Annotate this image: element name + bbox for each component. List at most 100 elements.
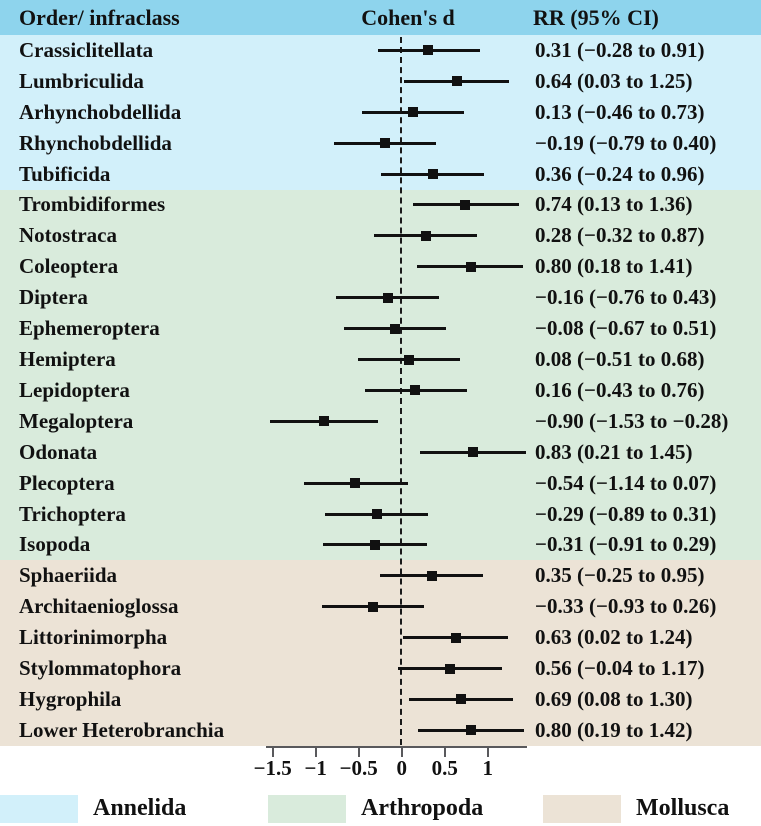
- point-marker: [444, 663, 455, 674]
- rr-value: −0.33 (−0.93 to 0.26): [535, 594, 717, 619]
- rr-value: −0.16 (−0.76 to 0.43): [535, 285, 717, 310]
- table-row: Tubificida 0.36 (−0.24 to 0.96): [0, 158, 761, 190]
- table-row: Crassiclitellata 0.31 (−0.28 to 0.91): [0, 35, 761, 66]
- row-label: Crassiclitellata: [19, 37, 154, 62]
- rr-value: 0.69 (0.08 to 1.30): [535, 686, 693, 711]
- row-label: Isopoda: [19, 532, 91, 557]
- rr-value: 0.56 (−0.04 to 1.17): [535, 656, 705, 681]
- rr-value: 0.36 (−0.24 to 0.96): [535, 161, 705, 186]
- row-label: Hemiptera: [19, 347, 116, 372]
- table-row: Hemiptera 0.08 (−0.51 to 0.68): [0, 344, 761, 375]
- table-row: Isopoda −0.31 (−0.91 to 0.29): [0, 529, 761, 561]
- rr-value: 0.64 (0.03 to 1.25): [535, 68, 693, 93]
- rr-value: 0.08 (−0.51 to 0.68): [535, 347, 705, 372]
- legend-color-swatch: [268, 794, 346, 823]
- rr-value: −0.08 (−0.67 to 0.51): [535, 316, 717, 341]
- rr-value: 0.83 (0.21 to 1.45): [535, 439, 693, 464]
- legend: Annelida Arthropoda Mollusca: [0, 794, 761, 823]
- axis-tick-mark: [314, 748, 317, 757]
- table-row: Hygrophila 0.69 (0.08 to 1.30): [0, 684, 761, 715]
- table-row: Odonata 0.83 (0.21 to 1.45): [0, 436, 761, 468]
- axis-tick-label: 1: [482, 756, 493, 780]
- rr-value: 0.31 (−0.28 to 0.91): [535, 37, 705, 62]
- header-row: Order/ infraclass Cohen's d RR (95% CI): [0, 0, 761, 35]
- legend-label: Mollusca: [636, 795, 730, 821]
- row-label: Lepidoptera: [19, 377, 130, 402]
- row-label: Hygrophila: [19, 686, 122, 711]
- table-row: Rhynchobdellida −0.19 (−0.79 to 0.40): [0, 127, 761, 159]
- row-label: Plecoptera: [19, 470, 115, 495]
- table-row: Lumbriculida 0.64 (0.03 to 1.25): [0, 65, 761, 97]
- point-marker: [370, 539, 381, 550]
- axis-tick-label: −0.5: [339, 756, 378, 780]
- point-marker: [368, 601, 379, 612]
- row-label: Tubificida: [19, 161, 111, 186]
- point-marker: [456, 694, 467, 705]
- rr-value: 0.16 (−0.43 to 0.76): [535, 377, 705, 402]
- row-label: Stylommatophora: [19, 656, 182, 681]
- rr-value: −0.19 (−0.79 to 0.40): [535, 130, 717, 155]
- rr-value: 0.80 (0.18 to 1.41): [535, 254, 693, 279]
- point-marker: [465, 725, 476, 736]
- axis-tick-mark: [357, 748, 360, 757]
- table-row: Stylommatophora 0.56 (−0.04 to 1.17): [0, 653, 761, 685]
- row-label: Lumbriculida: [19, 68, 144, 93]
- table-row: Trombidiformes 0.74 (0.13 to 1.36): [0, 189, 761, 221]
- legend-label: Arthropoda: [361, 795, 484, 821]
- rr-value: 0.63 (0.02 to 1.24): [535, 625, 693, 650]
- column-header-cohens-d: Cohen's d: [361, 5, 455, 30]
- point-marker: [420, 230, 431, 241]
- row-label: Sphaeriida: [19, 563, 118, 588]
- row-label: Trombidiformes: [19, 192, 166, 217]
- point-marker: [403, 354, 414, 365]
- rr-value: −0.54 (−1.14 to 0.07): [535, 470, 717, 495]
- row-label: Architaenioglossa: [19, 594, 179, 619]
- table-row: Megaloptera −0.90 (−1.53 to −0.28): [0, 405, 761, 437]
- table-row: Diptera −0.16 (−0.76 to 0.43): [0, 282, 761, 314]
- axis-tick-mark: [400, 748, 403, 757]
- row-label: Arhynchobdellida: [19, 99, 182, 124]
- table-row: Ephemeroptera −0.08 (−0.67 to 0.51): [0, 313, 761, 345]
- point-marker: [426, 570, 437, 581]
- plot-rows: Crassiclitellata 0.31 (−0.28 to 0.91) Lu…: [0, 35, 761, 746]
- rr-value: 0.13 (−0.46 to 0.73): [535, 99, 705, 124]
- point-marker: [423, 45, 434, 56]
- point-marker: [380, 138, 391, 149]
- row-label: Notostraca: [19, 223, 117, 248]
- row-label: Littorinimorpha: [19, 625, 168, 650]
- point-marker: [468, 447, 479, 458]
- table-row: Lower Heterobranchia 0.80 (0.19 to 1.42): [0, 714, 761, 746]
- row-label: Megaloptera: [19, 408, 134, 433]
- rr-value: −0.29 (−0.89 to 0.31): [535, 501, 717, 526]
- legend-label: Annelida: [93, 795, 187, 821]
- rr-value: 0.35 (−0.25 to 0.95): [535, 563, 705, 588]
- point-marker: [451, 76, 462, 87]
- table-row: Coleoptera 0.80 (0.18 to 1.41): [0, 251, 761, 283]
- table-row: Trichoptera −0.29 (−0.89 to 0.31): [0, 498, 761, 530]
- row-label: Trichoptera: [19, 501, 126, 526]
- point-marker: [350, 478, 361, 489]
- row-label: Lower Heterobranchia: [19, 717, 225, 742]
- row-label: Odonata: [19, 439, 98, 464]
- axis-tick-mark: [443, 748, 446, 757]
- row-label: Rhynchobdellida: [19, 130, 172, 155]
- legend-item: Annelida: [0, 794, 186, 823]
- point-marker: [465, 261, 476, 272]
- rr-value: 0.80 (0.19 to 1.42): [535, 717, 693, 742]
- axis-tick-mark: [486, 748, 489, 757]
- row-label: Coleoptera: [19, 254, 119, 279]
- table-row: Arhynchobdellida 0.13 (−0.46 to 0.73): [0, 96, 761, 128]
- rr-value: 0.74 (0.13 to 1.36): [535, 192, 693, 217]
- point-marker: [460, 199, 471, 210]
- row-label: Diptera: [19, 285, 88, 310]
- table-row: Plecoptera −0.54 (−1.14 to 0.07): [0, 467, 761, 499]
- legend-color-swatch: [0, 794, 78, 823]
- column-header-order-infraclass: Order/ infraclass: [19, 5, 180, 30]
- rr-value: −0.90 (−1.53 to −0.28): [535, 408, 729, 433]
- point-marker: [319, 416, 330, 427]
- column-header-rr-ci: RR (95% CI): [533, 5, 659, 30]
- point-marker: [410, 385, 421, 396]
- legend-item: Mollusca: [543, 794, 729, 823]
- point-marker: [407, 107, 418, 118]
